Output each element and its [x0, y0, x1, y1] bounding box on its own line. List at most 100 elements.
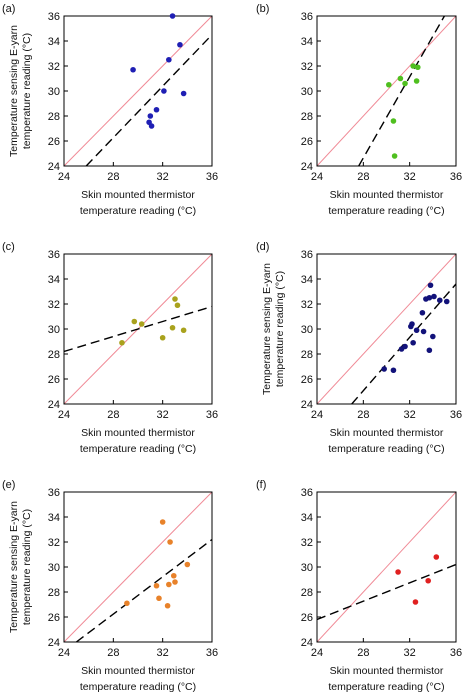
data-point [159, 519, 166, 525]
data-point [156, 595, 162, 602]
x-axis-title: Skin mounted thermistor [330, 427, 444, 439]
y-tick-label: 36 [301, 11, 313, 23]
y-tick-label: 30 [301, 562, 313, 574]
data-point [169, 13, 176, 19]
y-tick-label: 28 [301, 349, 313, 361]
panel-label: (e) [2, 479, 15, 491]
fit-line [317, 563, 456, 621]
identity-line [317, 254, 456, 404]
y-tick-label: 28 [301, 111, 313, 123]
y-tick-label: 24 [301, 161, 313, 173]
fit-line [85, 35, 212, 166]
data-point [169, 324, 176, 331]
x-tick-label: 36 [206, 171, 218, 183]
data-point [138, 321, 145, 327]
x-axis-title-line2: temperature reading (°C) [80, 443, 196, 455]
panel-b: 24 26 28 30 32 34 36 24 28 32 36 Skin mounted therm… [256, 3, 462, 217]
y-tick-label: 32 [301, 299, 313, 311]
y-tick-label: 36 [48, 487, 60, 499]
data-point [390, 118, 397, 124]
y-tick-label: 28 [48, 349, 60, 361]
x-tick-label: 32 [404, 409, 416, 421]
fit-line [64, 305, 212, 353]
data-point [166, 581, 172, 588]
x-tick-label: 28 [357, 171, 369, 183]
panel-d: 24 26 28 30 32 34 36 24 28 32 36 Skin mounted therm… [256, 241, 462, 455]
x-tick-label: 36 [206, 647, 218, 659]
panel-label: (d) [256, 241, 269, 253]
identity-line [317, 16, 456, 166]
x-tick-label: 32 [404, 171, 416, 183]
data-point [410, 339, 416, 346]
identity-line [64, 492, 212, 642]
y-tick-label: 32 [48, 299, 60, 311]
data-point [431, 293, 437, 300]
x-tick-label: 32 [157, 647, 169, 659]
data-point [391, 153, 398, 159]
y-tick-label: 24 [48, 637, 60, 649]
y-tick-label: 30 [301, 324, 313, 336]
data-point [119, 339, 125, 346]
y-tick-label: 30 [48, 562, 60, 574]
data-point [180, 90, 187, 97]
x-axis-title-line2: temperature reading (°C) [328, 205, 444, 217]
data-point [397, 75, 404, 82]
y-tick-label: 34 [301, 36, 313, 48]
fit-line [75, 538, 212, 642]
y-axis-title: Temperature sensing E-yarn [8, 25, 20, 157]
data-point [410, 63, 416, 69]
data-point [433, 554, 440, 560]
x-tick-label: 28 [107, 409, 119, 421]
data-point [390, 367, 397, 374]
identity-line [317, 492, 456, 642]
data-point [172, 296, 178, 302]
y-tick-label: 32 [48, 537, 60, 549]
data-point [381, 366, 387, 372]
fit-line [358, 16, 446, 166]
x-tick-label: 28 [357, 409, 369, 421]
y-tick-label: 32 [301, 61, 313, 73]
data-point [420, 328, 427, 335]
data-point [159, 334, 166, 341]
x-tick-label: 24 [58, 171, 70, 183]
x-tick-label: 24 [58, 647, 70, 659]
x-axis-title: Skin mounted thermistor [330, 665, 444, 677]
x-tick-label: 28 [357, 647, 369, 659]
panel-e: 24 26 28 30 32 34 36 24 28 32 36 Skin mounted therm… [2, 479, 218, 693]
y-tick-label: 34 [48, 36, 60, 48]
data-point [172, 579, 178, 585]
x-axis-title: Skin mounted thermistor [81, 665, 195, 677]
x-tick-label: 36 [450, 409, 462, 421]
data-point [166, 56, 172, 63]
y-tick-label: 26 [301, 374, 313, 386]
data-point [148, 123, 155, 129]
data-point [426, 294, 433, 301]
y-tick-label: 30 [48, 86, 60, 98]
y-tick-label: 26 [48, 374, 60, 386]
y-tick-label: 30 [301, 86, 313, 98]
x-tick-label: 24 [311, 647, 323, 659]
y-tick-label: 28 [301, 587, 313, 599]
data-point [180, 327, 187, 334]
fit-line [351, 283, 456, 404]
data-point [436, 297, 443, 304]
data-point [153, 106, 160, 113]
x-tick-label: 24 [58, 409, 70, 421]
y-tick-label: 36 [301, 249, 313, 261]
x-tick-label: 28 [107, 171, 119, 183]
x-axis-title: Skin mounted thermistor [81, 427, 195, 439]
data-point [130, 66, 136, 73]
x-axis-title: Skin mounted thermistor [330, 189, 444, 201]
panel-f: 24 26 28 30 32 34 36 24 28 32 36 Skin mounted therm… [256, 479, 462, 693]
data-point [412, 599, 419, 605]
data-point [184, 561, 191, 568]
data-point [425, 577, 432, 584]
y-tick-label: 36 [48, 249, 60, 261]
x-axis-title: Skin mounted thermistor [81, 189, 195, 201]
data-point [167, 539, 173, 545]
data-point [427, 282, 434, 289]
data-point [395, 569, 401, 575]
x-tick-label: 36 [450, 171, 462, 183]
y-tick-label: 28 [48, 111, 60, 123]
data-point [177, 41, 183, 48]
